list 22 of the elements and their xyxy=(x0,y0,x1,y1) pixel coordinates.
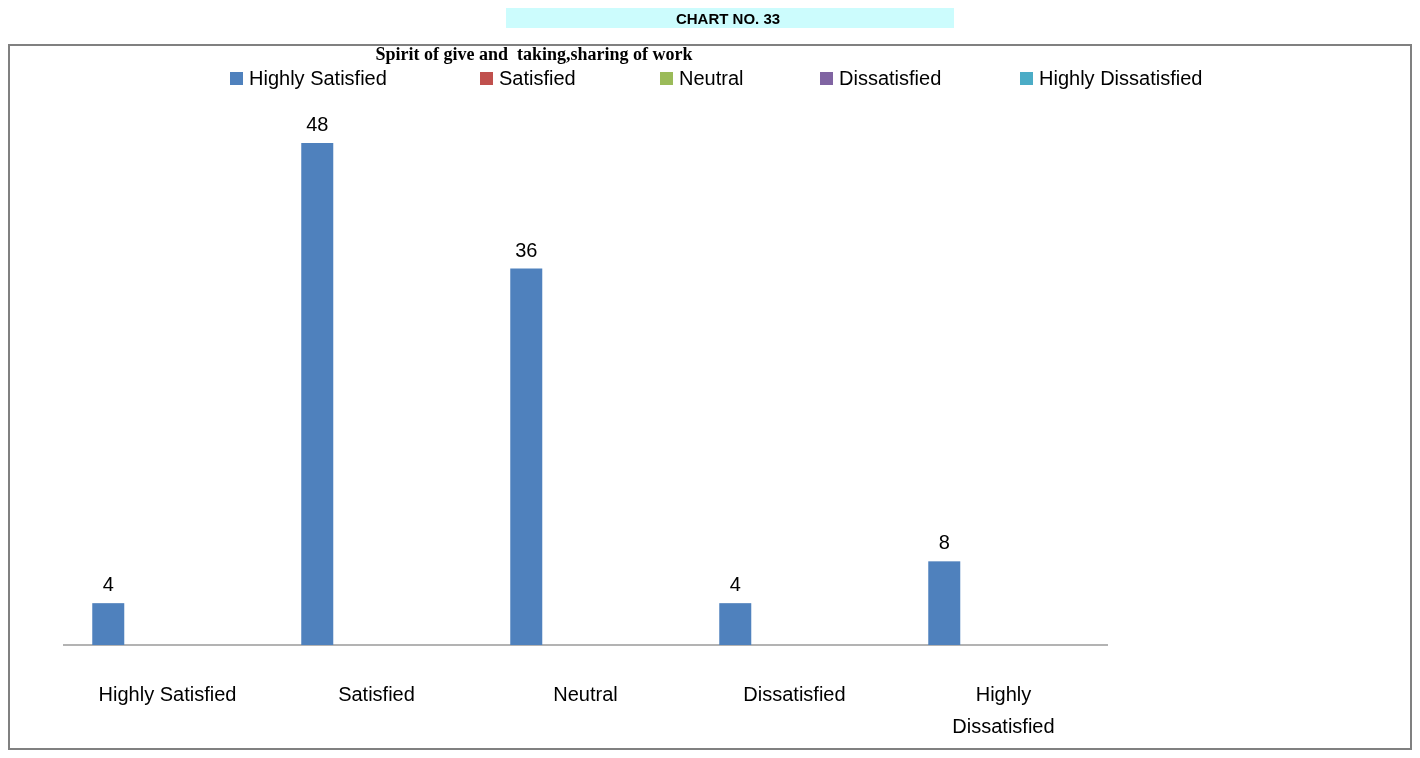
data-label: 4 xyxy=(102,573,114,596)
data-label: 48 xyxy=(306,113,329,135)
legend-label: Highly Satisfied xyxy=(249,67,387,89)
data-label: 4 xyxy=(729,573,741,596)
legend-label: Highly Dissatisfied xyxy=(1039,67,1203,89)
chart-title: Spirit of give and taking,sharing of work xyxy=(375,44,693,64)
bar xyxy=(510,268,543,645)
x-tick-label: Highly Satisfied xyxy=(98,683,237,705)
legend-label: Dissatisfied xyxy=(839,67,942,89)
bar xyxy=(719,603,752,645)
x-tick-label: Highly Dissatisfied xyxy=(952,683,1055,737)
x-tick-label: Dissatisfied xyxy=(743,683,846,705)
legend-label: Neutral xyxy=(679,67,744,89)
x-tick-label: Neutral xyxy=(553,683,618,705)
bar xyxy=(928,561,961,645)
bar xyxy=(301,143,334,645)
x-tick-label: Satisfied xyxy=(338,683,415,705)
data-label: 36 xyxy=(515,238,538,261)
text: CHART NO. 33 xyxy=(675,10,781,27)
bar xyxy=(92,603,125,645)
legend-label: Satisfied xyxy=(499,67,576,89)
data-label: 8 xyxy=(938,531,950,554)
